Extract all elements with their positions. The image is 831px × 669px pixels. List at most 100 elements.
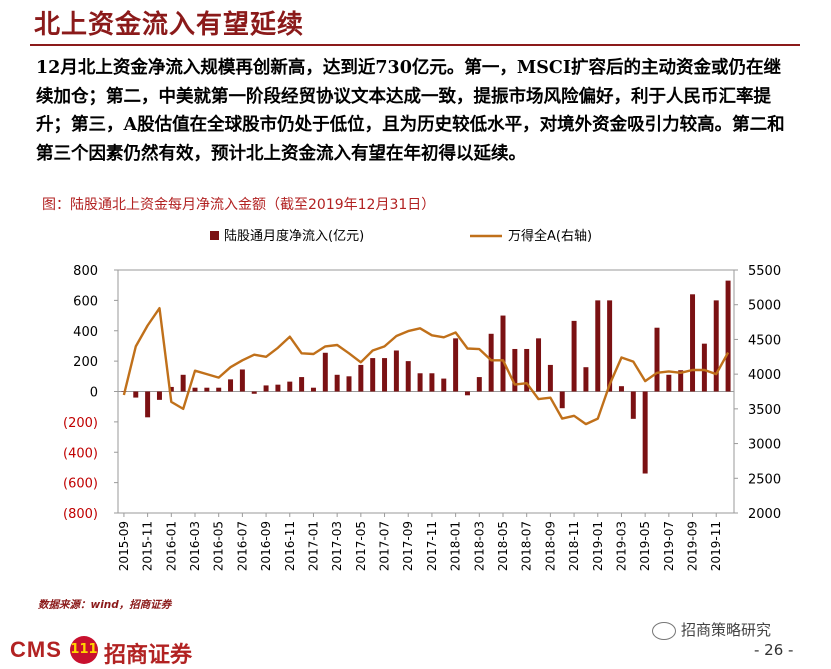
flow-bar (630, 391, 636, 419)
flow-bar (156, 391, 162, 400)
flow-bar (216, 387, 222, 392)
x-axis-tick-label: 2018-03 (472, 521, 486, 571)
cms-logo-text: CMS (10, 637, 62, 662)
left-axis-tick-label: 200 (73, 355, 98, 370)
flow-bar (299, 377, 305, 392)
x-axis-tick-label: 2017-05 (354, 521, 368, 571)
left-axis-tick-label: 0 (90, 386, 98, 401)
right-axis-tick-label: 2500 (748, 472, 781, 487)
flow-bar (607, 300, 613, 392)
cms-logo-icon: 111 (70, 636, 98, 664)
flow-bar (382, 358, 388, 392)
right-axis-tick-label: 3500 (748, 403, 781, 418)
flow-bar (358, 364, 364, 392)
x-axis-tick-label: 2016-09 (259, 521, 273, 571)
flow-bar (583, 367, 589, 392)
flow-bar (559, 391, 565, 409)
x-axis-tick-label: 2019-05 (638, 521, 652, 571)
x-axis-tick-label: 2019-03 (614, 521, 628, 571)
x-axis-tick-label: 2018-01 (449, 521, 463, 571)
flow-bar (393, 350, 399, 392)
wechat-account[interactable]: 招商策略研究 (652, 619, 771, 640)
flow-bar (488, 333, 494, 392)
slide-title: 北上资金流入有望延续 (34, 10, 305, 40)
flow-bar (690, 294, 696, 392)
flow-bar (204, 387, 210, 392)
flow-bar (476, 377, 482, 392)
legend-bar-swatch (210, 231, 219, 240)
left-axis-tick-label: 400 (73, 325, 98, 340)
data-source: 数据来源：wind，招商证券 (38, 599, 172, 611)
left-axis-tick-label: 600 (73, 294, 98, 309)
left-axis-tick-label: (400) (63, 446, 98, 461)
flow-bar (346, 376, 352, 392)
flow-bar (145, 391, 151, 418)
left-axis-tick-label: (600) (63, 477, 98, 492)
left-axis-tick-label: (800) (63, 507, 98, 522)
x-axis-tick-label: 2018-11 (567, 521, 581, 571)
flow-bar (334, 374, 340, 392)
flow-bar (287, 381, 293, 392)
flow-bar (500, 315, 506, 392)
x-axis-tick-label: 2019-07 (662, 521, 676, 571)
x-axis-tick-label: 2015-11 (141, 521, 155, 571)
wind-a-index-line (122, 306, 730, 426)
x-axis-tick-label: 2016-07 (235, 521, 249, 571)
company-name: 招商证券 (104, 643, 193, 668)
flow-bar (524, 348, 530, 392)
flow-bar (239, 369, 245, 392)
x-axis-tick-label: 2019-11 (709, 521, 723, 571)
flow-bar (133, 391, 139, 398)
x-axis-tick-label: 2019-01 (591, 521, 605, 571)
x-axis-tick-label: 2017-09 (401, 521, 415, 571)
right-axis-tick-label: 4000 (748, 368, 781, 383)
flow-bar (618, 386, 624, 392)
flow-bar (228, 379, 234, 392)
legend-line-label: 万得全A(右轴) (508, 228, 592, 244)
flow-bar (405, 361, 411, 392)
x-axis-tick-label: 2017-03 (330, 521, 344, 571)
flow-bar (571, 320, 577, 392)
x-axis-tick-label: 2016-01 (164, 521, 178, 571)
flow-bar (180, 374, 186, 392)
right-axis-tick-label: 5500 (748, 264, 781, 279)
left-axis-tick-label: 800 (73, 264, 98, 279)
flow-bar (666, 374, 672, 392)
right-axis-tick-label: 5000 (748, 299, 781, 314)
flow-bar (547, 364, 553, 392)
x-axis-tick-label: 2017-01 (306, 521, 320, 571)
flow-bar (512, 348, 518, 392)
summary-paragraph: 12月北上资金净流入规模再创新高，达到近730亿元。第一，MSCI扩容后的主动资… (36, 58, 785, 164)
legend-bar-label: 陆股通月度净流入(亿元) (224, 228, 364, 244)
flow-bar (263, 385, 269, 392)
x-axis-tick-label: 2018-05 (496, 521, 510, 571)
x-axis-tick-label: 2017-07 (378, 521, 392, 571)
flow-bar (417, 373, 423, 392)
wechat-icon (652, 621, 676, 640)
left-axis-tick-label: (200) (63, 416, 98, 431)
flow-bar (642, 391, 648, 474)
flow-bar (192, 387, 198, 392)
flow-bar (678, 370, 684, 392)
flow-bar (464, 391, 470, 396)
flow-bar (701, 343, 707, 392)
flow-bar (595, 300, 601, 392)
flow-bar (441, 378, 447, 392)
x-axis-tick-label: 2016-11 (283, 521, 297, 571)
flow-bar (275, 384, 281, 392)
page-number: - 26 - (754, 641, 794, 659)
flow-bar (654, 327, 660, 392)
flow-bar (453, 338, 459, 392)
right-axis-tick-label: 4500 (748, 333, 781, 348)
x-axis-tick-label: 2019-09 (686, 521, 700, 571)
flow-bar (310, 387, 316, 392)
flow-bar (429, 373, 435, 392)
right-axis-tick-label: 3000 (748, 438, 781, 453)
right-axis-tick-label: 2000 (748, 507, 781, 522)
x-axis-tick-label: 2018-09 (543, 521, 557, 571)
x-axis-tick-label: 2015-09 (117, 521, 131, 571)
northbound-flow-chart: (800) (600) (400) (200) 0 200 400 600 800 2000 250… (63, 228, 781, 571)
flow-bar (251, 391, 257, 394)
flow-bar (725, 280, 731, 392)
x-axis-tick-label: 2018-07 (520, 521, 534, 571)
